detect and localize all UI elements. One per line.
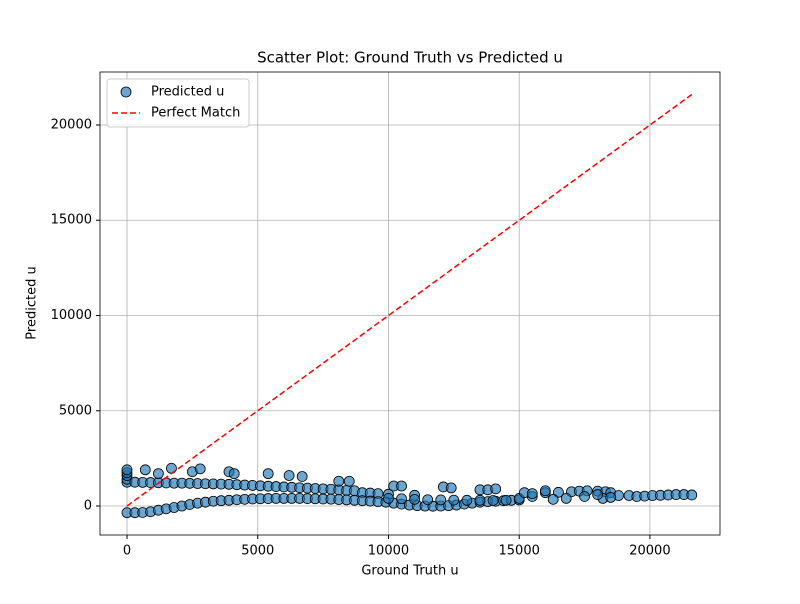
point [422, 494, 434, 506]
x-tick-label: 20000 [629, 544, 670, 559]
point [526, 488, 538, 500]
point [500, 494, 512, 506]
point [262, 468, 274, 480]
point [539, 485, 551, 497]
legend-box [106, 78, 250, 128]
x-tick-label: 0 [123, 544, 131, 559]
y-axis-label: Predicted u [25, 266, 40, 339]
x-axis-label: Ground Truth u [361, 564, 458, 579]
point [139, 464, 151, 476]
point [396, 480, 407, 492]
y-tick-label: 0 [84, 499, 92, 514]
legend-label: Perfect Match [151, 106, 240, 121]
legend: Predicted u Perfect Match [106, 78, 250, 128]
x-tick-label: 10000 [368, 544, 409, 559]
y-tick-label: 20000 [51, 117, 92, 132]
x-tick-label: 15000 [499, 544, 540, 559]
y-tick-label: 10000 [51, 308, 92, 323]
legend-marker [120, 86, 132, 98]
y-tick-label: 15000 [51, 213, 92, 228]
point [579, 491, 590, 502]
point [686, 489, 698, 501]
point [383, 492, 394, 504]
point [461, 494, 473, 506]
point [121, 464, 133, 476]
point [409, 493, 421, 505]
point [152, 468, 164, 480]
point [283, 470, 295, 481]
point [547, 493, 559, 505]
point [592, 489, 604, 500]
point [605, 492, 617, 503]
point [448, 494, 460, 506]
chart-title: Scatter Plot: Ground Truth vs Predicted … [257, 49, 563, 67]
point [490, 483, 502, 495]
point [474, 494, 486, 506]
x-tick-label: 5000 [241, 544, 274, 559]
point [194, 463, 206, 475]
point [333, 475, 345, 487]
point [296, 471, 308, 482]
point [343, 475, 355, 487]
point [396, 493, 407, 505]
point [435, 494, 447, 506]
y-tick-label: 5000 [59, 403, 92, 418]
plot-frame [99, 71, 721, 536]
legend-label: Predicted u [151, 85, 224, 100]
point [445, 482, 457, 494]
point [228, 468, 240, 480]
point [487, 495, 499, 506]
point [560, 492, 572, 504]
